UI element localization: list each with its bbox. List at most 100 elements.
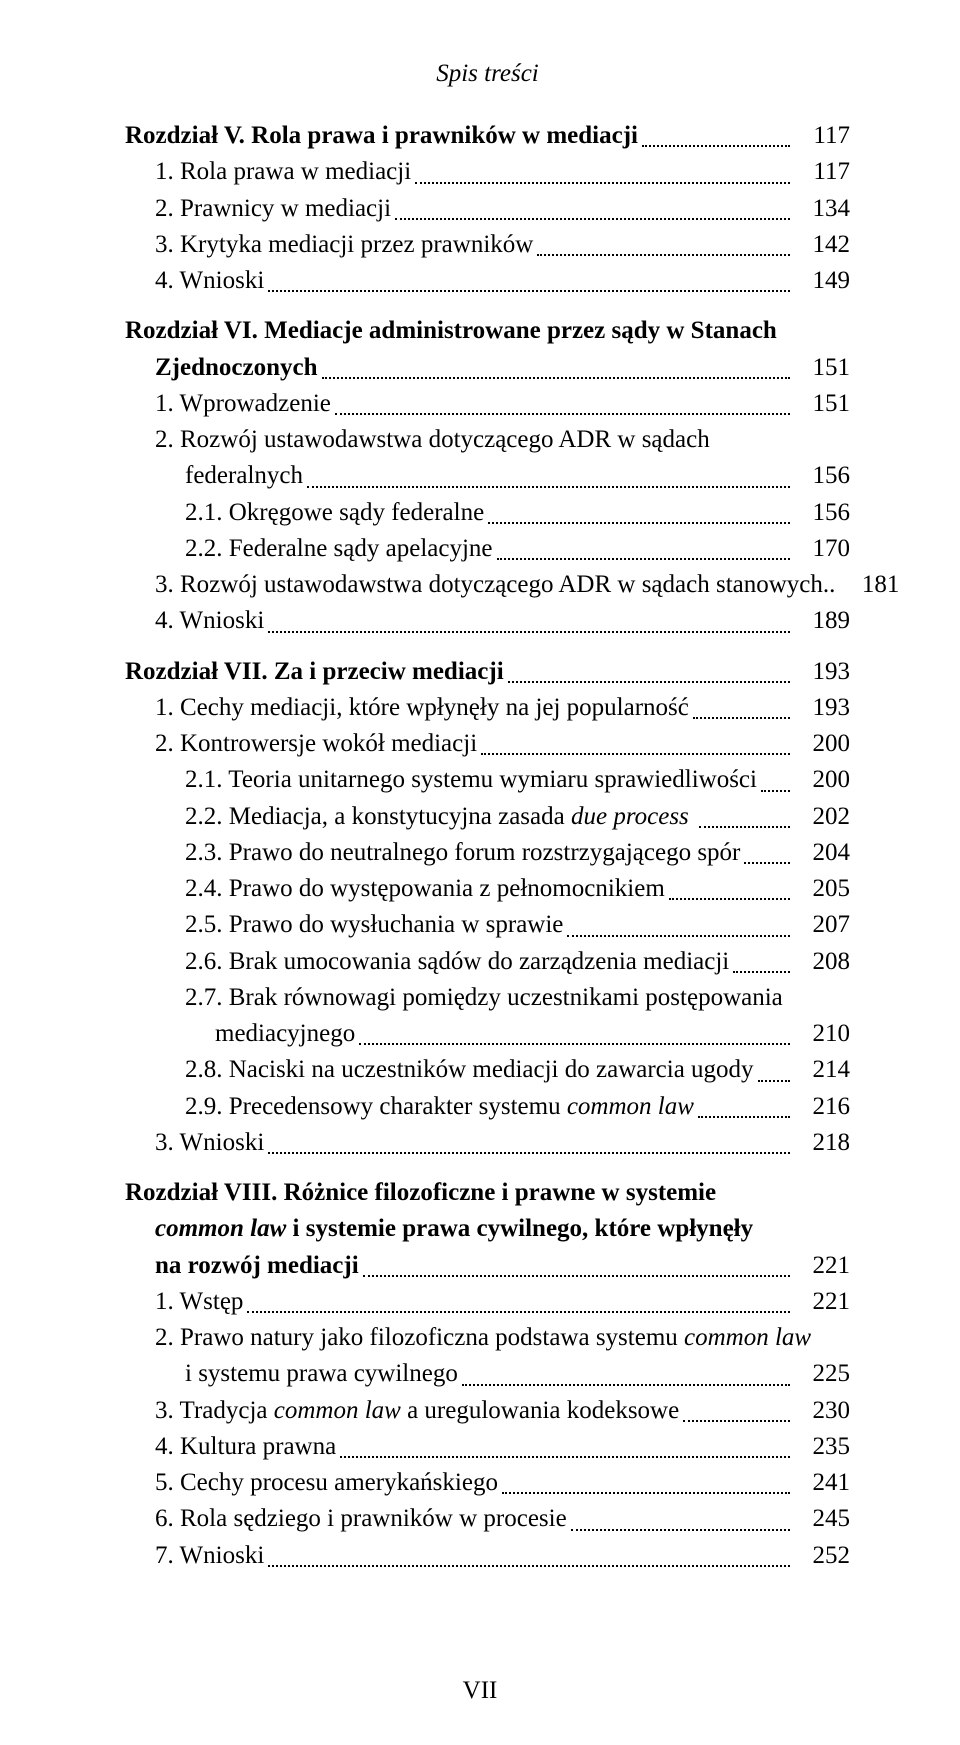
toc-entry: 4. Kultura prawna 235 (125, 1429, 850, 1465)
toc-entry-line: 2. Prawo natury jako filozoficzna podsta… (125, 1320, 850, 1356)
toc-entry: 1. Rola prawa w mediacji117 (125, 154, 850, 190)
toc-entry-label: federalnych (185, 458, 303, 494)
toc-entry-page: 245 (794, 1501, 850, 1537)
toc-leader (335, 413, 790, 415)
toc-entry-line: Rozdział VI. Mediacje administrowane prz… (125, 313, 850, 349)
toc-leader (340, 1456, 790, 1458)
toc-entry-page: 252 (794, 1538, 850, 1574)
toc-entry-label: 2. Kontrowersje wokół mediacji (155, 726, 477, 762)
toc-entry-label: 7. Wnioski (155, 1538, 264, 1574)
toc-entry: 1. Wprowadzenie 151 (125, 386, 850, 422)
toc-entry-page: 189 (794, 603, 850, 639)
toc-entry-label: mediacyjnego (215, 1016, 355, 1052)
toc-entry-line: common law i systemie prawa cywilnego, k… (125, 1211, 850, 1247)
toc-leader (744, 862, 790, 864)
toc-entry-label: 3. Rozwój ustawodawstwa dotyczącego ADR … (155, 567, 835, 603)
toc-entry: 4. Wnioski 189 (125, 603, 850, 639)
toc-entry-label: 4. Kultura prawna (155, 1429, 336, 1465)
toc-entry-label: 2.6. Brak umocowania sądów do zarządzeni… (185, 944, 729, 980)
toc-entry-label: 2.1. Okręgowe sądy federalne (185, 495, 484, 531)
toc-entry-page: 230 (794, 1393, 850, 1429)
toc-entry: 5. Cechy procesu amerykańskiego241 (125, 1465, 850, 1501)
toc-entry-page: 221 (794, 1284, 850, 1320)
toc-entry: 1. Cechy mediacji, które wpłynęły na jej… (125, 690, 850, 726)
toc-entry-label: 2.2. Federalne sądy apelacyjne (185, 531, 493, 567)
toc-leader (481, 753, 790, 755)
toc-entry: 2.2. Federalne sądy apelacyjne 170 (125, 531, 850, 567)
toc-entry: 6. Rola sędziego i prawników w procesie 2… (125, 1501, 850, 1537)
toc-entry-label: 6. Rola sędziego i prawników w procesie (155, 1501, 567, 1537)
toc-leader (497, 558, 790, 560)
toc-entry: 2.9. Precedensowy charakter systemu comm… (125, 1089, 850, 1125)
toc-entry-page: 193 (794, 654, 850, 690)
toc-leader (363, 1275, 790, 1277)
toc-leader (758, 1080, 790, 1082)
toc-entry-label: 2. Prawnicy w mediacji (155, 191, 391, 227)
page: Spis treści Rozdział V. Rola prawa i pra… (0, 0, 960, 1745)
toc-leader (359, 1043, 790, 1045)
toc-leader (307, 486, 790, 488)
toc-entry: Rozdział VII. Za i przeciw mediacji 193 (125, 654, 850, 690)
page-number: VII (0, 1677, 960, 1705)
toc-entry-page: 241 (794, 1465, 850, 1501)
toc-entry-page: 235 (794, 1429, 850, 1465)
toc-entry-label: 2.4. Prawo do występowania z pełnomocnik… (185, 871, 665, 907)
toc-leader (268, 631, 790, 633)
toc-entry: 4. Wnioski 149 (125, 263, 850, 299)
toc-entry: 3. Rozwój ustawodawstwa dotyczącego ADR … (125, 567, 850, 603)
toc-entry-label: 4. Wnioski (155, 263, 264, 299)
toc-entry: 2.1. Okręgowe sądy federalne156 (125, 495, 850, 531)
toc-entry-page: 202 (794, 799, 850, 835)
toc-entry-label: 3. Krytyka mediacji przez prawników (155, 227, 533, 263)
toc-entry-line: Rozdział VIII. Różnice filozoficzne i pr… (125, 1175, 850, 1211)
toc-entry-label: Rozdział VII. Za i przeciw mediacji (125, 654, 504, 690)
toc-leader (669, 898, 790, 900)
toc-entry-label: 3. Wnioski (155, 1125, 264, 1161)
toc-entry-page: 117 (794, 154, 850, 190)
toc-entry-label: Zjednoczonych (155, 350, 318, 386)
toc-entry-page: 207 (794, 907, 850, 943)
toc-leader (683, 1420, 790, 1422)
toc-entry-page: 210 (794, 1016, 850, 1052)
toc-entry-page: 193 (794, 690, 850, 726)
toc-entry-line: 2.7. Brak równowagi pomiędzy uczestnikam… (125, 980, 850, 1016)
toc-entry: 2.2. Mediacja, a konstytucyjna zasada du… (125, 799, 850, 835)
toc-leader (642, 145, 790, 147)
toc-entry-page: 149 (794, 263, 850, 299)
toc-leader (508, 681, 790, 683)
toc-entry: i systemu prawa cywilnego 225 (125, 1356, 850, 1392)
toc-leader (567, 935, 790, 937)
toc-entry-label: 2.1. Teoria unitarnego systemu wymiaru s… (185, 762, 757, 798)
toc-entry-page: 134 (794, 191, 850, 227)
toc-entry-label: 4. Wnioski (155, 603, 264, 639)
toc-entry: na rozwój mediacji221 (125, 1248, 850, 1284)
toc-leader (699, 826, 790, 828)
toc-entry-page: 205 (794, 871, 850, 907)
toc-entry: 2. Kontrowersje wokół mediacji200 (125, 726, 850, 762)
toc-entry-page: 170 (794, 531, 850, 567)
toc-entry-label: i systemu prawa cywilnego (185, 1356, 458, 1392)
running-head: Spis treści (125, 60, 850, 88)
toc-entry-page: 142 (794, 227, 850, 263)
toc-entry: 3. Wnioski218 (125, 1125, 850, 1161)
toc-entry-page: 216 (794, 1089, 850, 1125)
toc-entry-label: 1. Wstęp (155, 1284, 243, 1320)
toc-entry-page: 156 (794, 458, 850, 494)
toc-entry-line: 2. Rozwój ustawodawstwa dotyczącego ADR … (125, 422, 850, 458)
toc-entry-page: 204 (794, 835, 850, 871)
toc-entry: 2.1. Teoria unitarnego systemu wymiaru s… (125, 762, 850, 798)
toc-leader (488, 522, 790, 524)
toc-entry-label: 2.5. Prawo do wysłuchania w sprawie (185, 907, 563, 943)
toc-entry-page: 151 (794, 350, 850, 386)
toc-entry: 2.5. Prawo do wysłuchania w sprawie 207 (125, 907, 850, 943)
toc-entry-page: 225 (794, 1356, 850, 1392)
toc-entry: federalnych 156 (125, 458, 850, 494)
toc-leader (395, 218, 790, 220)
toc-entry-page: 181 (843, 567, 899, 603)
toc-entry-page: 151 (794, 386, 850, 422)
toc-leader (247, 1311, 790, 1313)
toc-entry-label: 1. Wprowadzenie (155, 386, 331, 422)
toc-leader (268, 290, 790, 292)
toc-entry-label: 1. Cechy mediacji, które wpłynęły na jej… (155, 690, 689, 726)
toc-entry: 2.8. Naciski na uczestników mediacji do … (125, 1052, 850, 1088)
